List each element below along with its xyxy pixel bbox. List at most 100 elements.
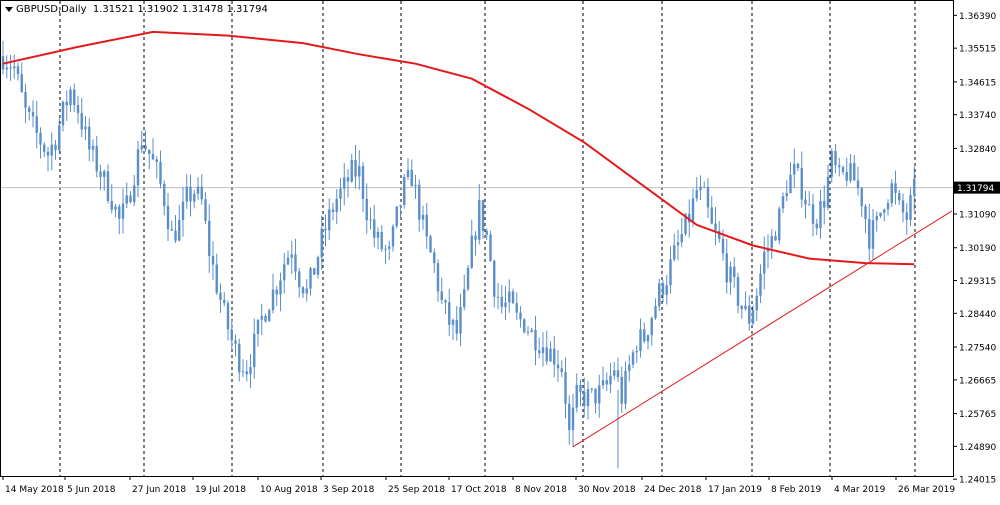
candle-body — [841, 167, 845, 172]
candle-body — [811, 204, 815, 224]
candle — [376, 227, 380, 250]
candle — [129, 191, 132, 204]
candle — [613, 361, 616, 380]
candle-body — [538, 350, 541, 354]
candle-body — [391, 226, 395, 247]
candle-body — [774, 235, 777, 241]
candle-body — [448, 302, 451, 325]
candle — [253, 318, 256, 379]
candle-body — [35, 116, 38, 133]
candle — [504, 286, 507, 321]
candle-body — [545, 347, 548, 362]
candle — [661, 279, 665, 303]
candle — [890, 179, 893, 208]
candle-body — [849, 163, 852, 181]
candle — [774, 231, 777, 241]
candle — [665, 274, 668, 305]
candle-body — [815, 223, 818, 229]
candle — [875, 211, 878, 232]
candle-body — [358, 166, 361, 177]
x-tick-label: 10 Aug 2018 — [260, 485, 318, 495]
candle-body — [275, 289, 278, 295]
plot-area[interactable] — [0, 0, 954, 477]
candle — [901, 193, 905, 223]
candle-body — [688, 213, 691, 223]
candle-body — [590, 388, 593, 390]
candle — [103, 169, 106, 191]
candle — [249, 354, 252, 389]
candle-body — [740, 305, 743, 310]
candle — [20, 62, 23, 93]
candle-body — [129, 195, 132, 203]
candle-body — [481, 200, 485, 231]
candle — [114, 203, 117, 218]
candle — [736, 273, 740, 314]
candle-body — [860, 188, 863, 207]
candle — [313, 268, 316, 275]
support-trendline — [572, 210, 953, 448]
candle-body — [905, 212, 908, 220]
candle — [909, 188, 912, 226]
candle — [50, 132, 53, 171]
candle-body — [39, 132, 42, 145]
candle — [534, 315, 537, 366]
candle — [88, 118, 91, 162]
candle-body — [804, 199, 807, 205]
x-tick-label: 30 Nov 2018 — [578, 485, 636, 495]
candle-body — [24, 91, 27, 108]
candle — [133, 175, 136, 207]
dropdown-triangle-icon[interactable] — [5, 6, 13, 12]
candle — [853, 154, 856, 181]
candle-body — [76, 105, 80, 114]
candle-body — [474, 235, 477, 240]
candle-body — [91, 145, 95, 150]
candle-body — [721, 238, 725, 254]
candle — [9, 54, 12, 81]
candle-body — [834, 150, 837, 166]
candle — [444, 299, 447, 314]
candle — [418, 179, 421, 232]
candle-body — [361, 166, 365, 199]
candle-body — [526, 331, 530, 333]
candle-body — [418, 184, 421, 220]
candle — [714, 207, 717, 245]
candle-body — [313, 268, 316, 275]
candle — [140, 130, 143, 154]
candle — [680, 217, 683, 248]
chart-header: GBPUSD,Daily 1.31521 1.31902 1.31478 1.3… — [5, 4, 268, 15]
candle-body — [384, 248, 387, 250]
candle-body — [440, 291, 443, 301]
candle — [751, 305, 755, 325]
candle-body — [703, 186, 706, 188]
candle — [549, 341, 552, 362]
candle — [676, 229, 680, 261]
candle-body — [605, 380, 608, 385]
candle-body — [365, 198, 368, 221]
candle-body — [155, 159, 158, 162]
candle — [365, 183, 368, 234]
candle-body — [733, 266, 736, 278]
candle-body — [838, 165, 841, 168]
candle — [706, 178, 710, 218]
candle-body — [564, 372, 567, 404]
candle — [358, 150, 361, 190]
candle — [328, 198, 331, 240]
candle — [339, 178, 342, 212]
candle — [350, 153, 353, 183]
candle-body — [279, 280, 282, 295]
candle — [223, 291, 226, 307]
candle — [361, 162, 365, 213]
candle — [440, 277, 443, 305]
candle — [594, 388, 597, 414]
candle — [121, 188, 125, 234]
candle — [545, 330, 548, 365]
candle-body — [388, 246, 391, 249]
candle — [838, 157, 841, 177]
candle — [740, 305, 743, 319]
candle — [286, 250, 290, 266]
candle — [268, 308, 271, 322]
candle — [219, 283, 222, 313]
candle-body — [654, 306, 657, 319]
